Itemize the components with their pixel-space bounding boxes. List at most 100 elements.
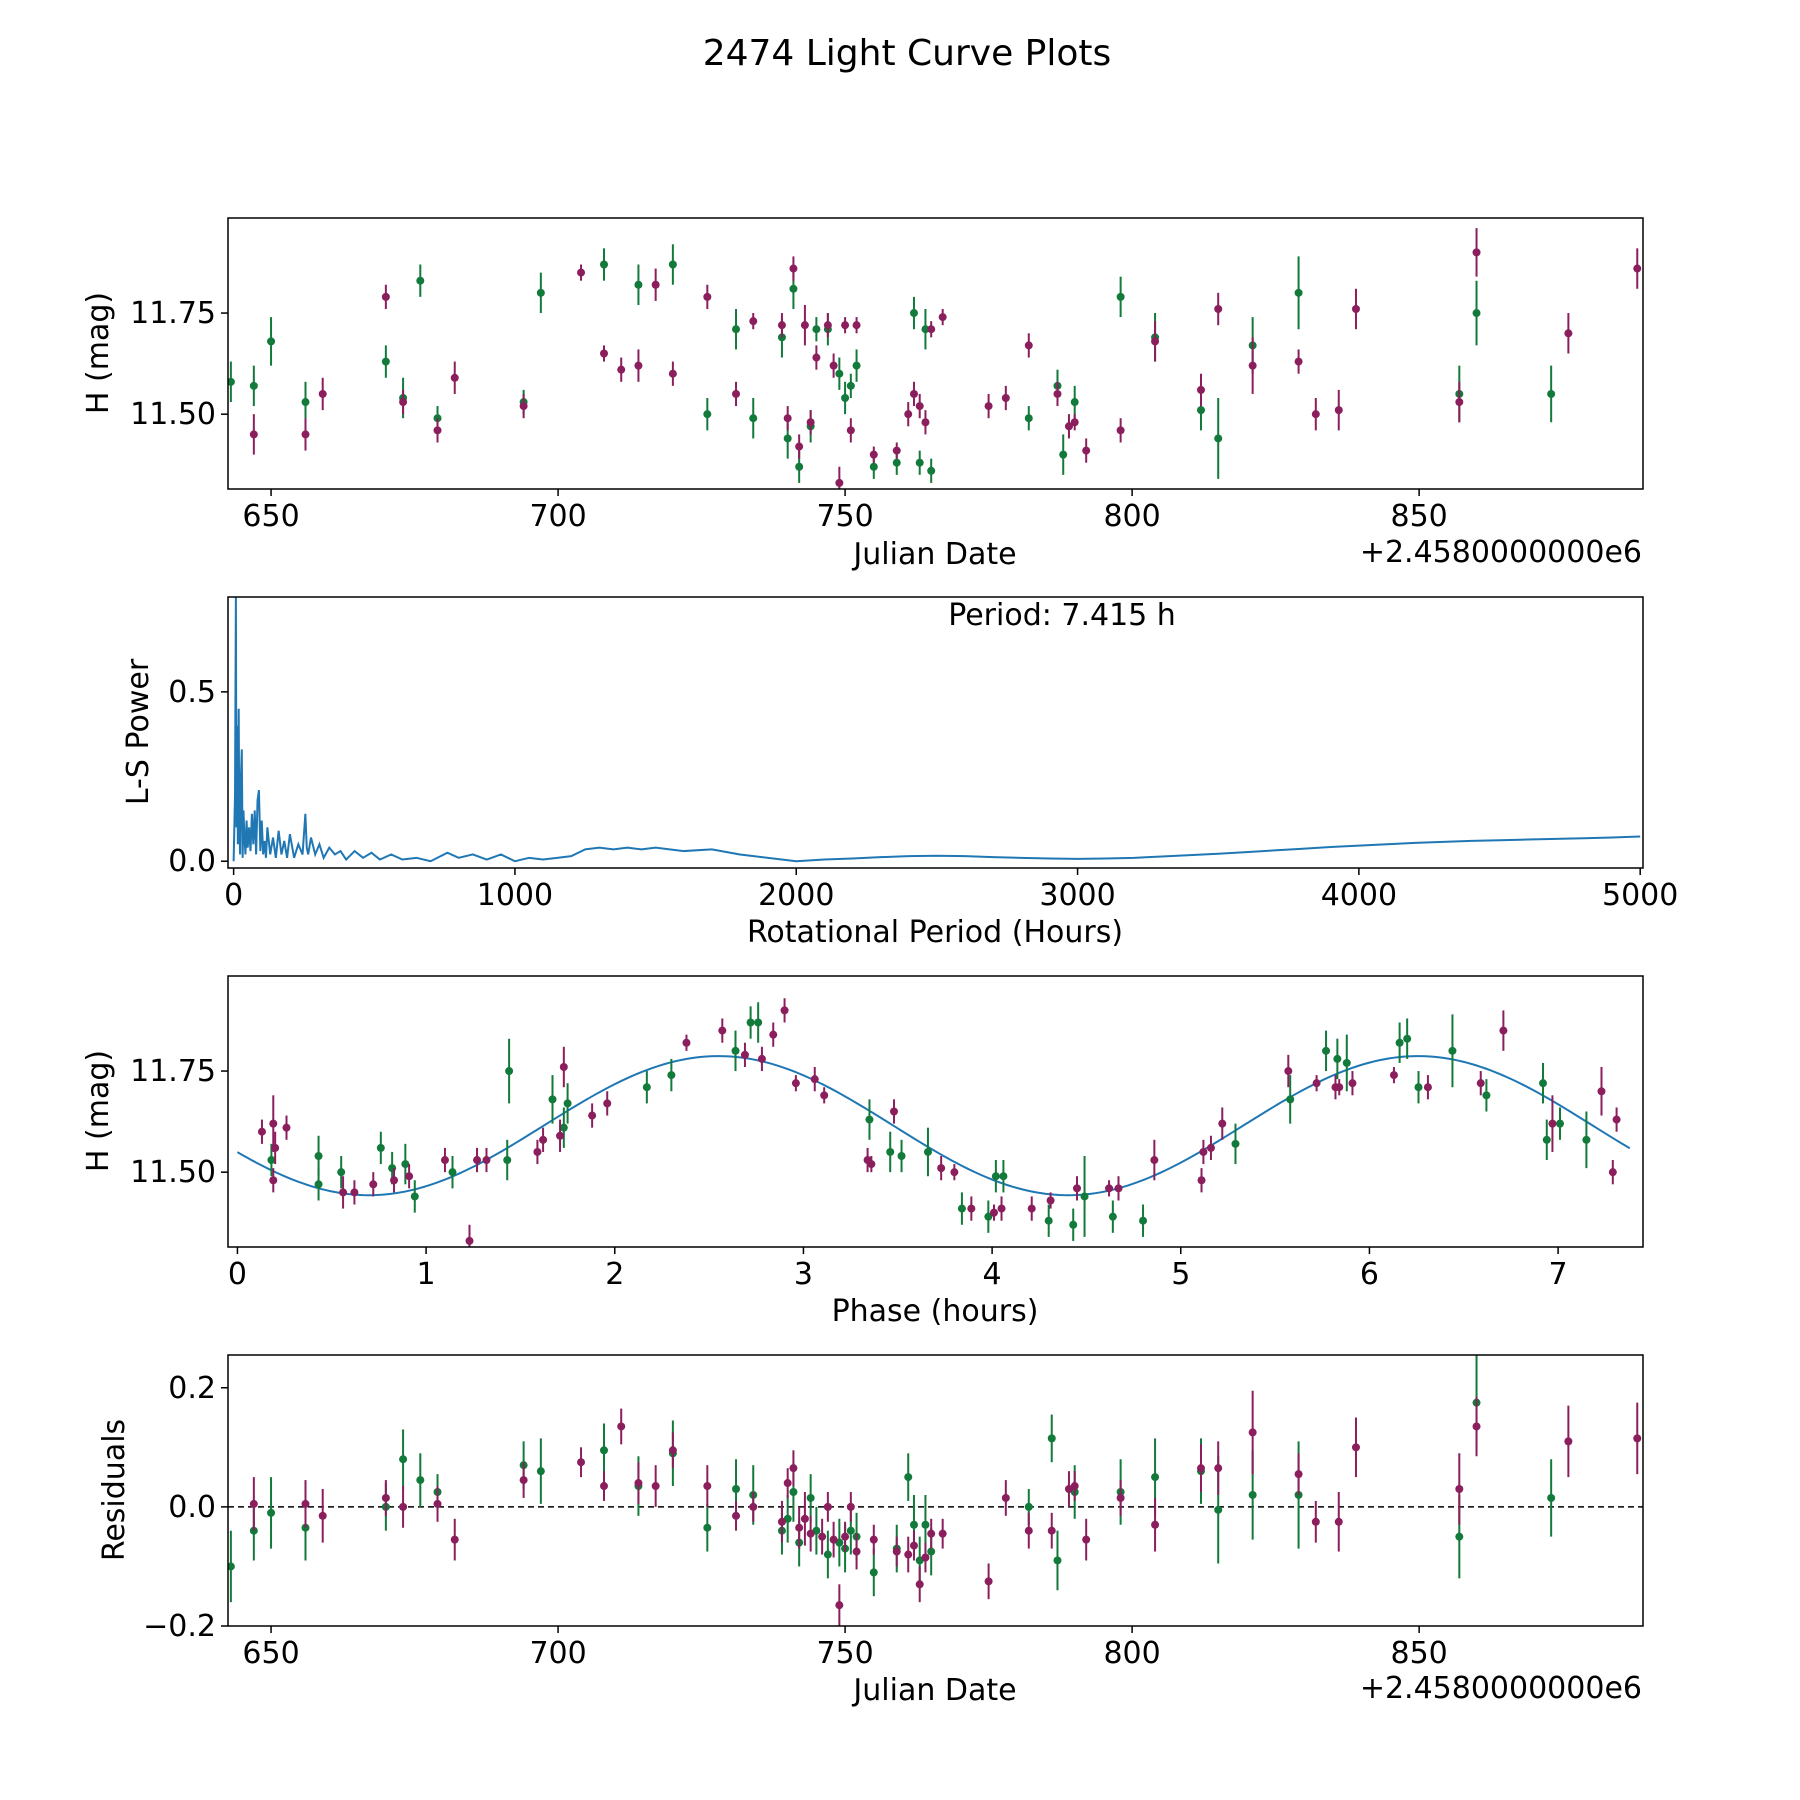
residuals-marks (228, 1355, 1643, 1626)
periodogram-xtick-label: 3000 (1039, 878, 1115, 913)
phased-curve-point-purple (603, 1099, 612, 1108)
phased-curve-point-green (746, 1018, 755, 1027)
light-curve-point-purple (812, 353, 821, 362)
phased-curve-point-green (314, 1180, 323, 1189)
residuals-point-green (703, 1523, 712, 1532)
residuals-point-purple (789, 1464, 798, 1473)
light-curve-point-purple (927, 325, 936, 334)
phased-curve-xtick-label: 2 (605, 1257, 624, 1292)
residuals-point-green (927, 1547, 936, 1556)
phased-curve-point-purple (390, 1176, 399, 1185)
residuals-point-purple (915, 1580, 924, 1589)
light-curve-point-purple (318, 389, 327, 398)
phased-curve-point-purple (757, 1054, 766, 1063)
phased-curve-point-purple (1608, 1168, 1617, 1177)
phased-curve-point-purple (269, 1176, 278, 1185)
light-curve-point-purple (703, 292, 712, 301)
light-curve-ytick-label: 11.75 (130, 296, 216, 331)
light-curve-point-purple (1082, 446, 1091, 455)
phased-curve-point-green (1080, 1192, 1089, 1201)
phased-curve-model-curve (236, 1055, 1631, 1197)
phased-curve-point-purple (482, 1156, 491, 1165)
periodogram-xtick-label: 0 (224, 878, 243, 913)
phased-curve-point-green (754, 1018, 763, 1027)
phased-curve-point-purple (1046, 1196, 1055, 1205)
light-curve-point-purple (852, 321, 861, 330)
residuals-point-green (1214, 1505, 1223, 1514)
residuals-point-purple (703, 1482, 712, 1491)
light-curve-point-purple (651, 280, 660, 289)
phased-curve-point-green (1342, 1058, 1351, 1067)
residuals-point-purple (1082, 1535, 1091, 1544)
phased-curve-point-purple (1114, 1184, 1123, 1193)
phased-curve-point-green (505, 1067, 514, 1076)
phased-curve-point-green (448, 1168, 457, 1177)
light-curve-point-purple (1070, 418, 1079, 427)
phased-curve-point-green (401, 1160, 410, 1169)
phased-curve-point-purple (810, 1075, 819, 1084)
phased-curve-point-green (897, 1151, 906, 1160)
phased-curve-point-purple (339, 1188, 348, 1197)
phased-curve-point-green (267, 1156, 276, 1165)
phased-curve-point-purple (1335, 1083, 1344, 1092)
residuals-point-purple (1455, 1485, 1464, 1494)
light-curve-point-green (301, 398, 310, 407)
phased-curve-point-purple (867, 1160, 876, 1169)
residuals-point-purple (399, 1502, 408, 1511)
light-curve-xtick-label: 800 (1103, 499, 1160, 534)
light-curve-point-purple (921, 418, 930, 427)
light-curve-xtick-label: 650 (242, 499, 299, 534)
light-curve-point-green (536, 288, 545, 297)
phased-curve-point-green (1582, 1135, 1591, 1144)
light-curve-point-purple (599, 349, 608, 358)
light-curve-point-purple (249, 430, 258, 439)
light-curve-point-green (921, 325, 930, 334)
phased-curve-point-green (1555, 1119, 1564, 1128)
residuals-point-purple (1196, 1464, 1205, 1473)
light-curve-point-purple (1633, 264, 1642, 273)
phased-curve-point-purple (1206, 1143, 1215, 1152)
phased-curve-xtick-label: 4 (983, 1257, 1002, 1292)
phased-curve-point-green (1539, 1079, 1548, 1088)
phased-curve-point-green (1069, 1220, 1078, 1229)
phased-curve-point-purple (1597, 1087, 1606, 1096)
residuals-point-green (846, 1526, 855, 1535)
phased-curve-point-purple (1423, 1083, 1432, 1092)
phased-curve-point-purple (950, 1168, 959, 1177)
light-curve-point-green (1472, 309, 1481, 318)
light-curve-point-purple (617, 365, 626, 374)
periodogram-xtick-label: 1000 (477, 878, 553, 913)
periodogram-frame (227, 596, 1644, 869)
light-curve-point-purple (1024, 341, 1033, 350)
light-curve-point-green (228, 377, 235, 386)
light-curve-point-green (416, 276, 425, 285)
residuals-point-purple (984, 1577, 993, 1586)
residuals-point-purple (823, 1502, 832, 1511)
phased-curve-point-green (865, 1115, 874, 1124)
residuals-point-purple (1248, 1428, 1257, 1437)
phased-curve-point-green (991, 1172, 1000, 1181)
light-curve-point-purple (732, 389, 741, 398)
phased-curve-point-purple (769, 1030, 778, 1039)
phased-curve-point-purple (257, 1127, 266, 1136)
light-curve-point-purple (829, 361, 838, 370)
phased-curve-point-purple (465, 1236, 474, 1245)
residuals-point-purple (1351, 1443, 1360, 1452)
phased-curve-point-green (376, 1143, 385, 1152)
light-curve-ytick-label: 11.50 (130, 397, 216, 432)
phased-curve-point-green (1482, 1091, 1491, 1100)
residuals-point-purple (818, 1532, 827, 1541)
phased-curve-ylabel: H (mag) (81, 1050, 116, 1172)
light-curve-point-purple (450, 373, 459, 382)
light-curve-point-purple (634, 361, 643, 370)
light-curve-point-purple (909, 389, 918, 398)
panel-light-curve: 650 700 750 800 850 11.50 11.75 H (mag) Julian… (81, 217, 1644, 572)
phased-curve-point-green (503, 1156, 512, 1165)
light-curve-point-purple (1116, 426, 1125, 435)
residuals-point-purple (1024, 1526, 1033, 1535)
light-curve-point-green (1196, 406, 1205, 415)
phased-curve-point-green (1044, 1216, 1053, 1225)
residuals-point-green (823, 1550, 832, 1559)
phased-curve-point-green (1322, 1046, 1331, 1055)
